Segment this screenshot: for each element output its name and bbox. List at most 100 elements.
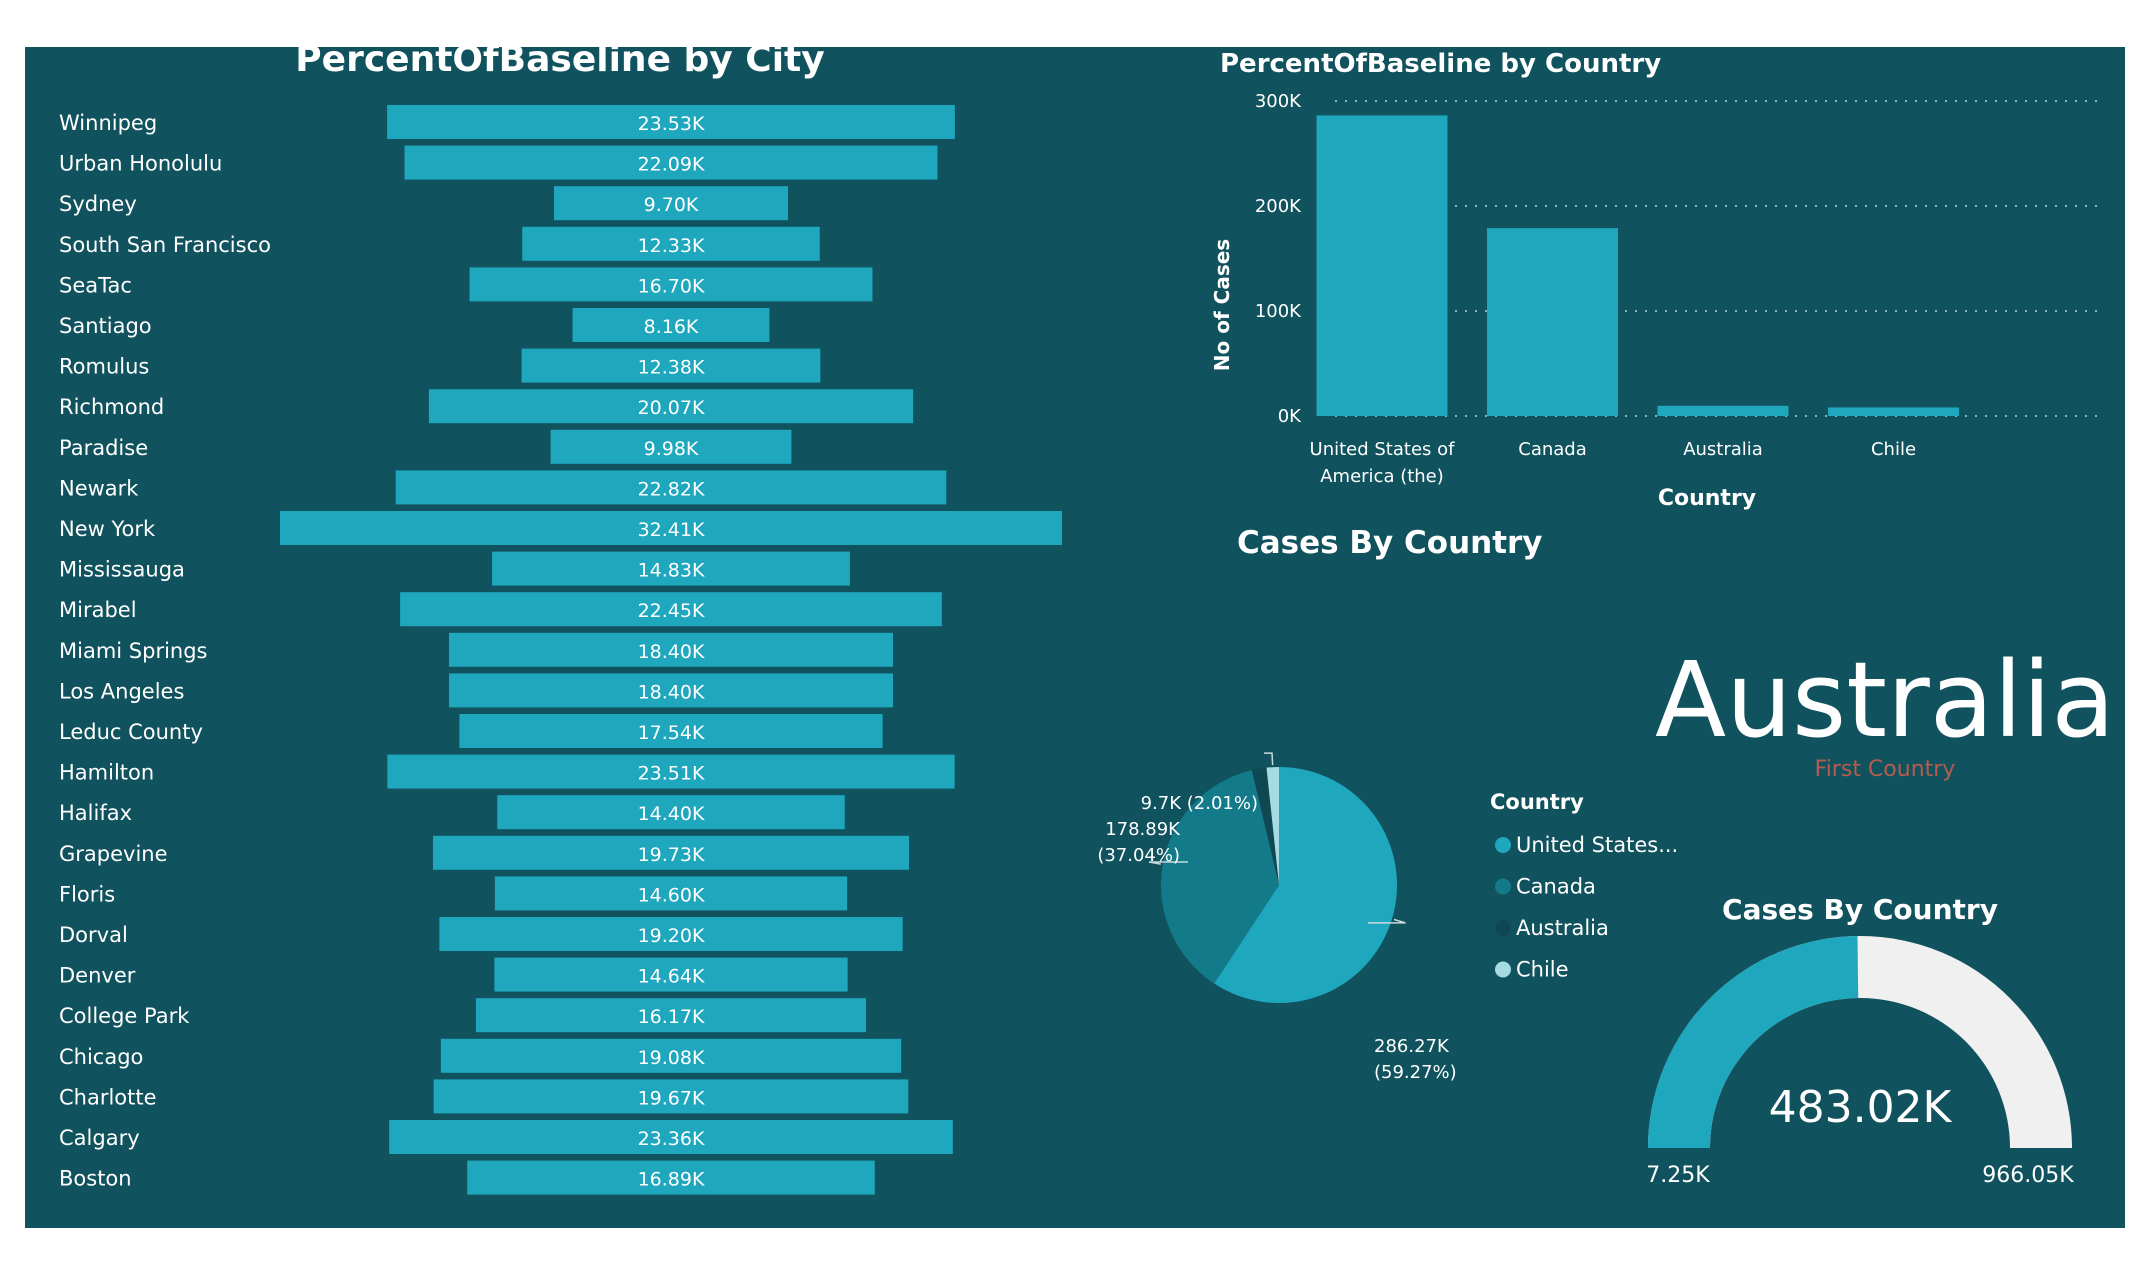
gauge-chart[interactable]: Cases By Country 483.02K 7.25K 966.05K <box>1646 893 2074 1188</box>
legend-marker <box>1495 961 1511 978</box>
city-bar[interactable] <box>395 470 947 505</box>
city-label: Dorval <box>59 923 128 947</box>
city-bar-value-label: 22.09K <box>638 154 705 176</box>
city-bar[interactable] <box>400 592 942 627</box>
city-label: Halifax <box>59 801 132 825</box>
city-bar-value-label: 19.20K <box>638 925 705 947</box>
city-bar[interactable] <box>492 551 850 586</box>
city-label: Richmond <box>59 395 164 419</box>
pie-leader-line <box>1368 918 1406 924</box>
city-bar-value-label: 14.60K <box>638 884 705 906</box>
city-label: Sydney <box>59 192 137 216</box>
country-bar[interactable] <box>1316 115 1448 416</box>
city-bar[interactable] <box>404 145 938 180</box>
city-bar[interactable] <box>497 795 845 830</box>
pie-chart-title: Cases By Country <box>1237 525 1543 561</box>
city-bar-value-label: 14.40K <box>638 803 705 825</box>
city-label: Urban Honolulu <box>59 152 222 176</box>
city-bar[interactable] <box>459 714 883 748</box>
city-label: South San Francisco <box>59 233 271 257</box>
dashboard: PercentOfBaseline by City Winnipeg 23.53K… <box>25 39 2125 1228</box>
pie-slice-label: 9.7K (2.01%) <box>1141 793 1258 814</box>
city-bar-value-label: 14.83K <box>638 560 705 582</box>
legend-item-label[interactable]: Australia <box>1516 916 1609 940</box>
city-chart-title: PercentOfBaseline by City <box>295 47 824 80</box>
pie-leader-line <box>1264 752 1274 766</box>
city-label: Charlotte <box>59 1085 157 1109</box>
city-label: Paradise <box>59 436 148 460</box>
city-bar[interactable] <box>522 226 820 261</box>
city-bar[interactable] <box>440 1038 902 1073</box>
pie-legend: Country United States... Canada Australia C… <box>1490 790 1678 982</box>
city-bar[interactable] <box>428 389 914 424</box>
city-bar-value-label: 16.17K <box>638 1006 705 1028</box>
pie-slice[interactable] <box>1251 767 1279 885</box>
country-chart-title: PercentOfBaseline by Country <box>1220 49 1661 79</box>
city-bar[interactable] <box>433 1079 909 1114</box>
legend-item-label[interactable]: Canada <box>1516 875 1596 899</box>
pie-slice-label: 286.27K (59.27%) <box>1374 1036 1457 1083</box>
city-label: Mississauga <box>59 558 185 582</box>
gauge-max-label: 966.05K <box>1982 1163 2074 1188</box>
country-x-axis-label: Country <box>1658 486 1756 511</box>
city-bar-value-label: 9.70K <box>644 194 699 216</box>
city-bar[interactable] <box>553 186 789 221</box>
pie-slice[interactable] <box>1266 767 1279 885</box>
city-bar[interactable] <box>475 998 867 1033</box>
city-bar[interactable] <box>280 511 1062 545</box>
city-bar-value-label: 16.89K <box>638 1169 705 1191</box>
pie-slice[interactable] <box>1160 770 1279 984</box>
city-bar-value-label: 19.67K <box>638 1087 705 1109</box>
city-bar-value-label: 14.64K <box>638 966 705 988</box>
city-bar-value-label: 9.98K <box>644 438 699 460</box>
country-x-tick-label: Chile <box>1871 439 1916 460</box>
city-bar-value-label: 18.40K <box>638 681 705 703</box>
country-bar-chart[interactable]: PercentOfBaseline by Country 0K 100K 200K 3… <box>1210 49 2100 511</box>
city-bar[interactable] <box>387 754 955 789</box>
city-label: Miami Springs <box>59 639 208 663</box>
dashboard-canvas: PercentOfBaseline by City Winnipeg 23.53K… <box>59 39 2115 1195</box>
gauge-min-label: 7.25K <box>1646 1163 1710 1188</box>
city-bar[interactable] <box>387 105 955 139</box>
city-bar[interactable] <box>389 1120 953 1154</box>
city-bar-value-label: 23.51K <box>638 763 705 785</box>
city-bar[interactable] <box>521 348 821 383</box>
city-bar-value-label: 12.33K <box>638 235 705 257</box>
city-label: College Park <box>59 1004 190 1028</box>
city-label: Leduc County <box>59 720 203 744</box>
pie-slice[interactable] <box>1214 767 1397 1003</box>
city-bar[interactable] <box>494 876 848 911</box>
city-bar[interactable] <box>439 917 903 951</box>
city-bar[interactable] <box>449 632 893 667</box>
pie-leader-line <box>1148 861 1188 865</box>
legend-item-label[interactable]: United States... <box>1516 833 1678 857</box>
city-label: Floris <box>59 882 115 906</box>
city-bar-value-label: 23.36K <box>638 1128 705 1150</box>
legend-item-label[interactable]: Chile <box>1516 958 1569 982</box>
card-value: Australia <box>1655 639 2115 761</box>
country-bar[interactable] <box>1657 405 1789 416</box>
first-country-card: Australia First Country <box>1655 639 2115 782</box>
city-label: Mirabel <box>59 598 137 622</box>
city-label: Santiago <box>59 314 152 338</box>
city-bar[interactable] <box>467 1160 875 1195</box>
city-bar[interactable] <box>494 957 848 992</box>
city-bar[interactable] <box>550 429 792 464</box>
city-bar-chart[interactable]: PercentOfBaseline by City Winnipeg 23.53K… <box>59 39 1062 1195</box>
city-bar[interactable] <box>469 267 873 302</box>
country-y-tick-label: 0K <box>1278 406 1302 427</box>
city-bar-value-label: 16.70K <box>638 275 705 297</box>
legend-marker <box>1495 920 1511 936</box>
city-bar[interactable] <box>432 835 910 870</box>
country-bar[interactable] <box>1487 228 1618 416</box>
pie-chart[interactable]: Cases By Country 286.27K (59.27%) 178.89K(… <box>1097 525 1678 1083</box>
city-bar-value-label: 18.40K <box>638 641 705 663</box>
city-bar-value-label: 22.82K <box>638 478 705 500</box>
country-bar[interactable] <box>1828 407 1959 416</box>
city-label: New York <box>59 517 156 541</box>
city-label: Los Angeles <box>59 679 184 703</box>
city-bar-value-label: 20.07K <box>638 397 705 419</box>
city-label: Chicago <box>59 1045 143 1069</box>
city-bar[interactable] <box>449 673 893 708</box>
city-bar[interactable] <box>572 308 770 342</box>
